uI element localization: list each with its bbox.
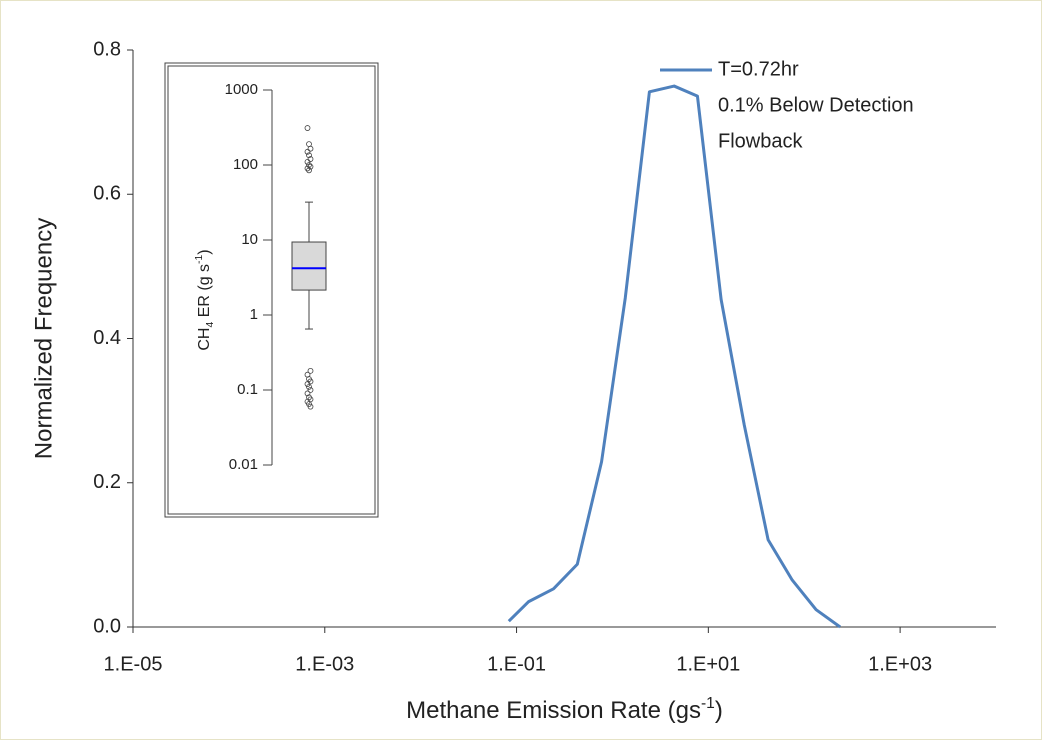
outlier	[304, 125, 311, 131]
annotation: Flowback	[718, 130, 803, 152]
axis-label: Methane Emission Rate (gs-1)	[406, 695, 723, 725]
inset-frame-inner	[167, 65, 376, 515]
y-tick-label: 0.4	[93, 327, 121, 349]
y-tick-label: 0.8	[93, 38, 121, 60]
outlier	[307, 367, 314, 374]
label-part: -1	[194, 254, 205, 263]
outlier	[304, 390, 311, 397]
x-tick-label: 1.E-01	[487, 653, 546, 675]
label-part: )	[196, 249, 213, 254]
y-tick-label: 0.6	[93, 183, 121, 205]
x-tick-label: 1.E+03	[868, 653, 932, 675]
label-part: )	[715, 697, 723, 724]
outlier	[304, 158, 311, 165]
legend-label: T=0.72hr	[718, 58, 799, 80]
series-line	[507, 84, 842, 629]
inset-y-tick-label: 0.1	[237, 381, 258, 398]
label-part: ER (g s	[196, 264, 213, 322]
inset-y-tick-label: 1	[250, 306, 258, 323]
outlier	[306, 383, 312, 390]
inset-y-tick-label: 10	[241, 231, 258, 248]
outlier	[306, 152, 312, 159]
outlier	[304, 165, 311, 172]
label-part: CH	[196, 328, 213, 351]
box	[291, 241, 327, 291]
annotation: 0.1% Below Detection	[718, 94, 914, 116]
x-tick-label: 1.E-03	[295, 653, 354, 675]
y-tick-label: 0.2	[93, 471, 121, 493]
axis-label: CH4 ER (g s-1)	[194, 249, 216, 350]
outlier	[307, 145, 314, 152]
y-axis-label: Normalized Frequency	[30, 218, 57, 459]
x-tick-label: 1.E+01	[676, 653, 740, 675]
outlier	[304, 148, 311, 155]
outlier	[306, 167, 312, 174]
outlier	[307, 387, 314, 393]
label-part: -1	[701, 695, 715, 712]
label-part: Methane Emission Rate (gs	[406, 697, 701, 724]
inset-y-tick-label: 1000	[225, 81, 258, 98]
label-part: 4	[205, 322, 216, 328]
outlier	[307, 163, 314, 170]
y-tick-label: 0.0	[93, 615, 121, 637]
inset-y-tick-label: 0.01	[229, 456, 258, 473]
outlier	[307, 403, 314, 410]
inset-y-tick-label: 100	[233, 156, 258, 173]
outlier	[304, 381, 311, 387]
x-tick-label: 1.E-05	[104, 653, 163, 675]
